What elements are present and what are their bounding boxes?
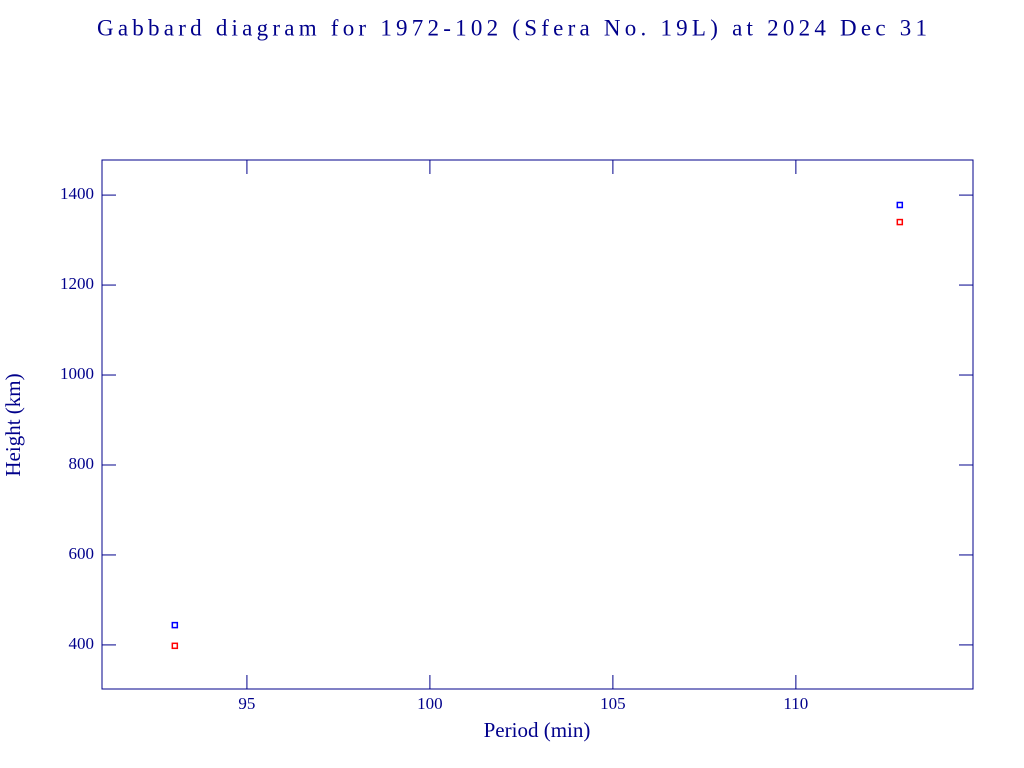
x-tick-label: 105 — [600, 694, 626, 713]
y-tick-label: 1400 — [60, 184, 94, 203]
y-axis-label: Height (km) — [1, 373, 25, 476]
x-axis-label: Period (min) — [484, 718, 591, 742]
point — [896, 201, 904, 209]
y-tick-label: 800 — [69, 454, 95, 473]
plot-frame — [101, 159, 974, 690]
x-tick-label: 100 — [417, 694, 443, 713]
y-tick-label: 600 — [69, 544, 95, 563]
x-tick-label: 95 — [238, 694, 255, 713]
y-tick-label: 1200 — [60, 274, 94, 293]
x-tick-label: 110 — [783, 694, 808, 713]
point — [896, 218, 904, 226]
y-tick-label: 1000 — [60, 364, 94, 383]
chart-title: Gabbard diagram for 1972-102 (Sfera No. … — [97, 15, 927, 40]
point — [171, 642, 179, 650]
y-tick-label: 400 — [69, 634, 95, 653]
point — [171, 621, 179, 629]
